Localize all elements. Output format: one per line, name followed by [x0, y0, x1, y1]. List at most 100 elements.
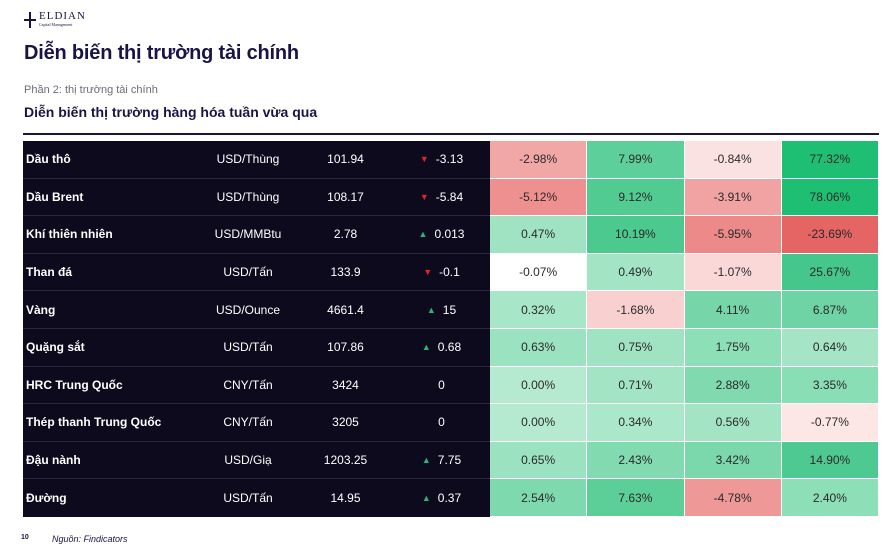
table-row: Quặng sắt USD/Tấn 107.86 ▲ 0.68 0.63% 0.75% 1.7…: [23, 328, 879, 367]
percent-change-cell: 0.32%: [490, 291, 588, 329]
percent-change-cell: -23.69%: [781, 216, 879, 254]
commodity-price: 108.17: [298, 178, 393, 217]
change-value: 0.68: [437, 340, 462, 355]
change-value: 0.37: [437, 491, 462, 506]
commodity-price: 133.9: [298, 253, 393, 292]
percent-change-cell: 0.75%: [587, 328, 685, 367]
commodity-price: 1203.25: [298, 441, 393, 480]
brand-name: ELDIAN: [39, 10, 86, 22]
brand-logo: ELDIAN Capital Management: [24, 10, 86, 28]
header-divider: [23, 133, 879, 135]
triangle-down-icon: ▼: [419, 154, 429, 165]
commodity-change: ▲ 7.75: [393, 441, 490, 480]
commodity-price: 101.94: [298, 141, 393, 179]
commodity-unit: USD/Tấn: [198, 328, 298, 367]
percent-change-cell: -0.07%: [490, 253, 588, 292]
percent-change-cell: 77.32%: [781, 141, 879, 179]
percent-change-cell: 25.67%: [781, 253, 879, 292]
percent-change-cell: 4.11%: [684, 291, 782, 329]
table-row: Đậu nành USD/Giạ 1203.25 ▲ 7.75 0.65% 2.43% 3.4…: [23, 441, 879, 480]
triangle-down-icon: ▼: [423, 267, 433, 278]
percent-change-cell: 7.63%: [587, 479, 685, 517]
percent-change-cell: -1.07%: [684, 253, 782, 292]
source-note: Nguồn: Findicators: [52, 534, 128, 544]
percent-change-cell: -5.12%: [490, 178, 588, 217]
brand-tagline: Capital Management: [39, 22, 73, 27]
commodity-unit: USD/Giạ: [198, 441, 298, 480]
table-row: Dầu thô USD/Thùng 101.94 ▼ -3.13 -2.98% 7.99% -…: [23, 141, 879, 179]
percent-change-cell: 0.34%: [587, 404, 685, 442]
change-value: 15: [442, 302, 457, 317]
change-value: -0.1: [439, 265, 460, 280]
commodity-price: 2.78: [298, 216, 393, 254]
commodity-name: Thép thanh Trung Quốc: [23, 404, 198, 442]
page-number: 10: [21, 534, 29, 541]
percent-change-cell: 7.99%: [587, 141, 685, 179]
percent-change-cell: -5.95%: [684, 216, 782, 254]
commodity-unit: USD/Tấn: [198, 253, 298, 292]
percent-change-cell: 6.87%: [781, 291, 879, 329]
percent-change-cell: -0.84%: [684, 141, 782, 179]
triangle-up-icon: ▲: [418, 229, 428, 240]
page-title: Diễn biến thị trường tài chính: [24, 42, 299, 64]
table-row: Vàng USD/Ounce 4661.4 ▲ 15 0.32% -1.68% 4.11% 6.…: [23, 291, 879, 329]
section-label: Phần 2: thị trường tài chính: [24, 84, 158, 96]
percent-change-cell: 78.06%: [781, 178, 879, 217]
percent-change-cell: 3.35%: [781, 366, 879, 405]
commodity-price: 4661.4: [298, 291, 393, 329]
commodity-unit: USD/Thùng: [198, 141, 298, 179]
commodity-name: Vàng: [23, 291, 198, 329]
percent-change-cell: 2.40%: [781, 479, 879, 517]
commodity-change: 0: [393, 366, 490, 405]
percent-change-cell: 0.00%: [490, 366, 588, 405]
change-value: -3.13: [435, 152, 464, 167]
commodity-unit: USD/Tấn: [198, 479, 298, 517]
table-row: Dầu Brent USD/Thùng 108.17 ▼ -5.84 -5.12% 9.12…: [23, 178, 879, 217]
percent-change-cell: 0.47%: [490, 216, 588, 254]
commodity-price: 3205: [298, 404, 393, 442]
change-value: -5.84: [435, 189, 464, 204]
table-row: Đường USD/Tấn 14.95 ▲ 0.37 2.54% 7.63% -4.78% 2.…: [23, 479, 879, 517]
percent-change-cell: 0.63%: [490, 328, 588, 367]
commodity-change: ▲ 0.37: [393, 479, 490, 517]
commodity-price: 14.95: [298, 479, 393, 517]
commodity-name: Quặng sắt: [23, 328, 198, 367]
table-row: HRC Trung Quốc CNY/Tấn 3424 0 0.00% 0.71% 2.88…: [23, 366, 879, 405]
triangle-up-icon: ▲: [421, 455, 431, 466]
percent-change-cell: 0.64%: [781, 328, 879, 367]
change-value: 7.75: [437, 453, 462, 468]
commodity-unit: USD/Thùng: [198, 178, 298, 217]
commodity-change: 0: [393, 404, 490, 442]
percent-change-cell: 0.49%: [587, 253, 685, 292]
percent-change-cell: 0.65%: [490, 441, 588, 480]
triangle-up-icon: ▲: [421, 342, 431, 353]
percent-change-cell: 0.71%: [587, 366, 685, 405]
percent-change-cell: 1.75%: [684, 328, 782, 367]
commodity-change: ▼ -3.13: [393, 141, 490, 179]
percent-change-cell: 3.42%: [684, 441, 782, 480]
percent-change-cell: 9.12%: [587, 178, 685, 217]
change-value: 0.013: [434, 227, 465, 242]
percent-change-cell: 2.54%: [490, 479, 588, 517]
logo-cross-icon: [24, 12, 36, 28]
commodity-price: 3424: [298, 366, 393, 405]
table-row: Thép thanh Trung Quốc CNY/Tấn 3205 0 0.00% 0.…: [23, 404, 879, 442]
percent-change-cell: -0.77%: [781, 404, 879, 442]
commodity-change: ▲ 0.68: [393, 328, 490, 367]
change-value: 0: [438, 377, 445, 392]
percent-change-cell: -3.91%: [684, 178, 782, 217]
percent-change-cell: -2.98%: [490, 141, 588, 179]
percent-change-cell: 10.19%: [587, 216, 685, 254]
table-row: Khí thiên nhiên USD/MMBtu 2.78 ▲ 0.013 0.47% 1…: [23, 216, 879, 254]
table-row: Than đá USD/Tấn 133.9 ▼ -0.1 -0.07% 0.49% -1.07…: [23, 253, 879, 292]
commodity-table: Dầu thô USD/Thùng 101.94 ▼ -3.13 -2.98% 7.99% -…: [23, 141, 879, 517]
commodity-change: ▲ 15: [393, 291, 490, 329]
percent-change-cell: 0.00%: [490, 404, 588, 442]
commodity-name: Đậu nành: [23, 441, 198, 480]
commodity-name: HRC Trung Quốc: [23, 366, 198, 405]
percent-change-cell: 2.88%: [684, 366, 782, 405]
commodity-price: 107.86: [298, 328, 393, 367]
commodity-name: Dầu thô: [23, 141, 198, 179]
commodity-name: Than đá: [23, 253, 198, 292]
commodity-name: Dầu Brent: [23, 178, 198, 217]
